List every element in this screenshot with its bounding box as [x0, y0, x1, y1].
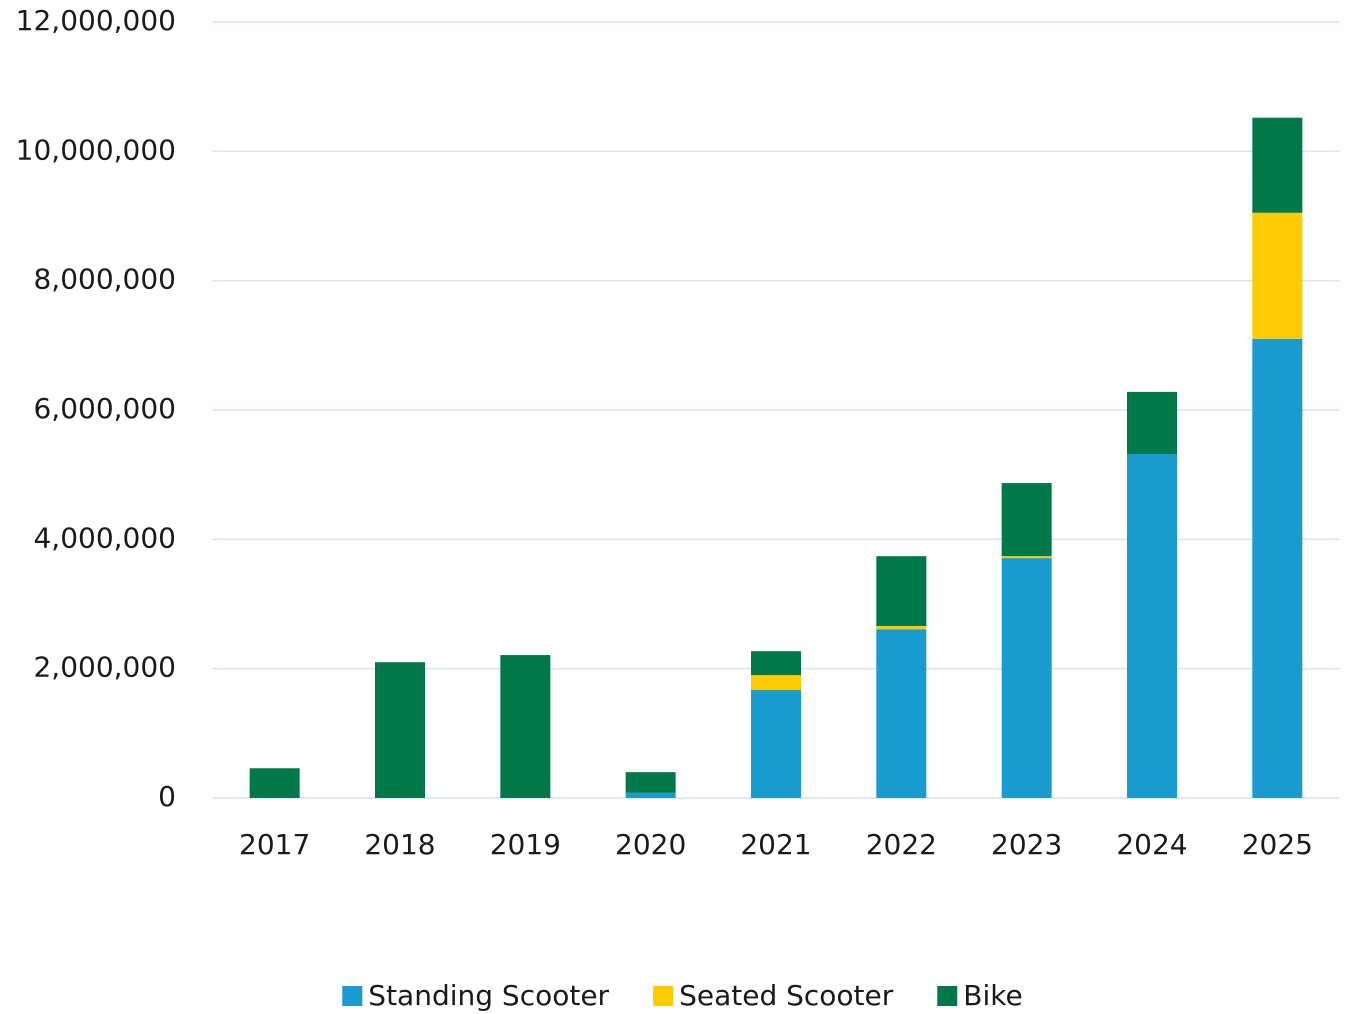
bar-segment [1127, 391, 1177, 454]
bar-segment [1001, 558, 1052, 798]
legend-label: Seated Scooter [679, 979, 894, 1012]
x-tick-label: 2017 [239, 828, 310, 861]
x-tick-label: 2023 [991, 828, 1062, 861]
y-tick-label: 6,000,000 [33, 392, 176, 425]
x-tick-label: 2022 [866, 828, 937, 861]
legend-swatch [937, 986, 958, 1006]
y-tick-label: 4,000,000 [33, 521, 176, 554]
bar-segment [249, 768, 300, 798]
x-tick-label: 2019 [490, 828, 561, 861]
y-tick-label: 0 [158, 780, 176, 813]
x-tick-label: 2020 [615, 828, 686, 861]
bar-segment [375, 662, 425, 798]
legend-swatch [342, 986, 363, 1006]
x-tick-label: 2024 [1116, 828, 1187, 861]
x-tick-label: 2021 [740, 828, 811, 861]
bar-segment [876, 625, 927, 630]
y-tick-label: 2,000,000 [33, 651, 176, 684]
bar-segment [625, 772, 676, 793]
bar-segment [625, 792, 676, 798]
x-tick-label: 2025 [1242, 828, 1313, 861]
bar-segment [876, 629, 927, 798]
bar-segment [1252, 117, 1303, 213]
legend-label: Bike [963, 979, 1022, 1012]
bar-segment [751, 651, 801, 676]
bar-segment [500, 655, 551, 798]
bar-segment [1252, 212, 1303, 339]
y-tick-label: 8,000,000 [33, 263, 176, 296]
bar-segment [751, 675, 801, 691]
y-tick-label: 10,000,000 [16, 133, 176, 166]
bar-segment [1001, 483, 1052, 557]
legend-label: Standing Scooter [368, 979, 609, 1012]
bar-segment [751, 690, 801, 798]
bar-segment [1252, 338, 1303, 798]
legend-swatch [653, 986, 674, 1006]
bar-segment [1127, 453, 1177, 798]
bar-segment [876, 556, 927, 626]
y-tick-label: 12,000,000 [16, 4, 176, 37]
x-tick-label: 2018 [364, 828, 435, 861]
bar-segment [1001, 556, 1052, 559]
